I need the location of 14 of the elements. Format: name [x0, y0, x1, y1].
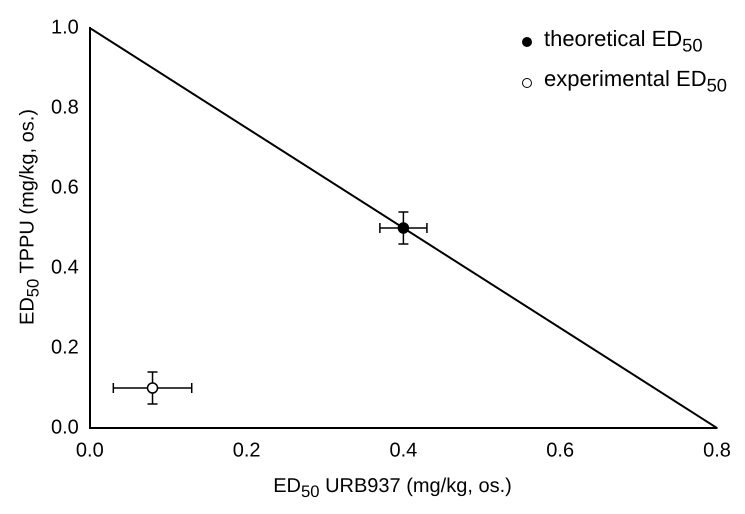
legend-label: theoretical ED$_{50}$: [544, 25, 703, 58]
x-tick-label: 0.2: [232, 440, 261, 462]
y-tick-label: 0.2: [50, 336, 79, 359]
y-tick-label: 0.6: [50, 176, 79, 199]
y-tick-label: 0.4: [50, 256, 79, 279]
y-tick-label: 1.0: [50, 16, 79, 39]
y-tick-label: 0.0: [50, 416, 79, 439]
x-tick-label: 0.0: [76, 440, 104, 462]
legend-label: experimental ED$_{50}$: [544, 65, 727, 98]
x-tick-label: 0.8: [703, 440, 731, 462]
x-tick-label: 0.4: [389, 440, 418, 462]
x-axis-title: ED$_{50}$ URB937 (mg/kg, os.): [272, 475, 513, 502]
x-tick-label: 0.6: [546, 440, 574, 462]
y-tick-label: 0.8: [50, 96, 79, 119]
